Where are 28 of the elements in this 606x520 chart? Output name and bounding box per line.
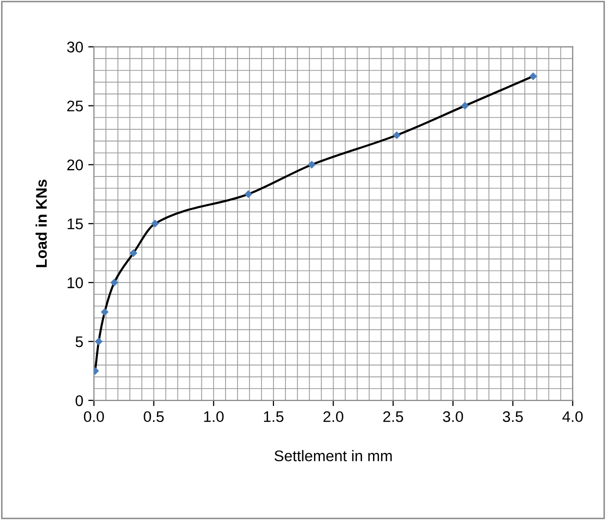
y-axis-title: Load in KNs [36,180,47,268]
x-tick-label: 4.0 [562,411,583,422]
x-tick-label: 0.5 [144,411,164,422]
x-tick-label: 1.0 [204,411,224,422]
y-tick-label: 25 [67,100,83,112]
x-axis-title: Settlement in mm [274,450,392,462]
x-tick-label: 2.5 [383,411,404,422]
point [95,338,102,346]
y-tick-label: 20 [67,160,83,170]
x-tick-label: 3.0 [442,411,464,422]
point [130,249,138,257]
x-tick-label: 3.5 [502,411,523,422]
y-tick-label: 15 [68,218,83,230]
point [101,308,108,316]
y-tick-label: 5 [76,336,83,348]
point [393,132,400,139]
point [151,220,159,228]
y-tick-label: 10 [68,277,83,288]
x-tick-label: 2.0 [323,411,344,422]
point [244,190,252,198]
y-tick-label: 0 [76,395,83,406]
x-tick-label: 0.0 [84,411,104,422]
y-tick-label: 30 [67,42,83,52]
x-tick-label: 1.5 [264,411,284,422]
point [530,72,537,80]
point [461,102,469,110]
point [110,278,118,286]
point [308,161,316,168]
